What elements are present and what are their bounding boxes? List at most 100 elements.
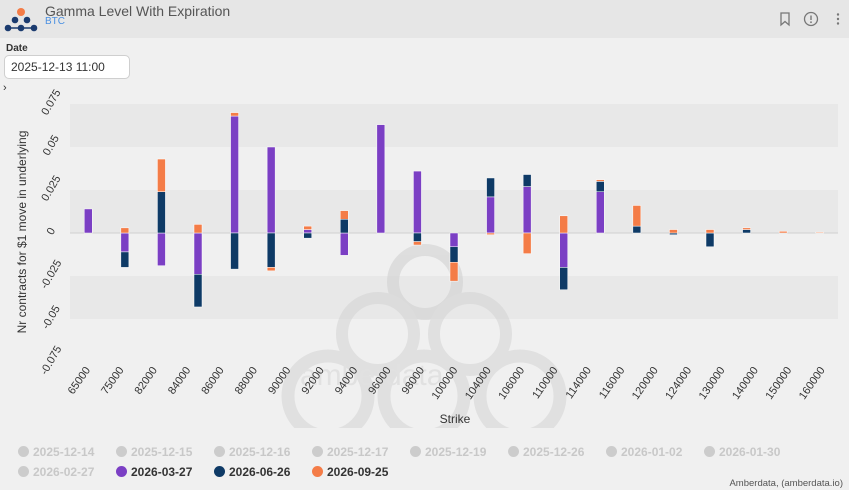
bar-2026-09-25-125000[interactable]: [522, 232, 532, 254]
bar-2026-06-26-90000[interactable]: [266, 232, 276, 268]
legend-label: 2025-12-14: [33, 445, 95, 459]
bar-2026-09-25-95000[interactable]: [303, 225, 312, 230]
legend-dot-icon: [312, 466, 323, 477]
legend-item-2026-06-26[interactable]: 2026-06-26: [214, 465, 290, 479]
legend-label: 2025-12-17: [327, 445, 389, 459]
bar-2026-06-26-110000[interactable]: [413, 232, 422, 242]
legend-dot-icon: [606, 446, 617, 457]
legend-dot-icon: [312, 446, 323, 457]
bar-2026-03-27-120000[interactable]: [486, 196, 495, 234]
legend-label: 2025-12-15: [131, 445, 193, 459]
x-tick-label: 150000: [763, 365, 794, 402]
panel-toggle-chevron-icon[interactable]: ›: [3, 82, 7, 94]
bar-2026-03-27-65000[interactable]: [84, 208, 93, 234]
bar-2026-06-26-150000[interactable]: [705, 232, 715, 248]
bar-2026-09-25-165000[interactable]: [815, 231, 824, 234]
bar-2026-03-27-135000[interactable]: [596, 191, 605, 234]
bar-2026-06-26-130000[interactable]: [559, 267, 568, 291]
bar-2026-06-26-85000[interactable]: [230, 232, 239, 270]
bar-2026-09-25-120000[interactable]: [486, 232, 495, 235]
legend-label: 2025-12-19: [425, 445, 487, 459]
bar-2026-09-25-145000[interactable]: [669, 229, 678, 234]
legend-label: 2026-01-02: [621, 445, 683, 459]
bar-2026-03-27-110000[interactable]: [413, 170, 422, 234]
x-tick-label: 88000: [233, 365, 260, 397]
legend-item-2025-12-19[interactable]: 2025-12-19: [410, 445, 486, 459]
bar-2026-09-25-155000[interactable]: [742, 227, 751, 230]
more-vertical-icon[interactable]: [830, 11, 846, 27]
x-tick-label: 84000: [166, 365, 193, 397]
y-axis-label: Nr contracts for $1 move in underlying: [15, 131, 29, 334]
bar-2026-06-26-95000[interactable]: [303, 232, 312, 239]
panel-header: Gamma Level With Expiration BTC: [0, 0, 849, 38]
legend-dot-icon: [214, 446, 225, 457]
bar-2026-09-25-160000[interactable]: [778, 231, 788, 234]
bar-2026-09-25-100000[interactable]: [340, 210, 349, 220]
legend-item-2025-12-15[interactable]: 2025-12-15: [116, 445, 192, 459]
bar-2026-06-26-145000[interactable]: [669, 232, 678, 235]
x-axis-label: Strike: [440, 412, 471, 426]
legend-item-2026-03-27[interactable]: 2026-03-27: [116, 465, 192, 479]
bar-2026-06-26-155000[interactable]: [742, 229, 751, 234]
gamma-chart: amberdata 0.075 0.05 0.025 0 -0.025 -0.05 -0.0…: [15, 88, 838, 428]
bar-2026-09-25-130000[interactable]: [559, 215, 568, 234]
bar-2026-03-27-115000[interactable]: [449, 232, 459, 248]
y-tick-label: 0.05: [41, 133, 62, 158]
x-tick-label: 160000: [797, 365, 828, 402]
legend-item-2025-12-17[interactable]: 2025-12-17: [312, 445, 388, 459]
legend-item-2026-02-27[interactable]: 2026-02-27: [18, 465, 94, 479]
bar-2026-09-25-90000[interactable]: [266, 267, 276, 272]
info-icon[interactable]: [803, 11, 819, 27]
bar-2026-03-27-95000[interactable]: [303, 229, 312, 234]
bar-2026-03-27-70000[interactable]: [120, 232, 130, 253]
bar-2026-09-25-140000[interactable]: [632, 205, 642, 227]
bar-2026-06-26-115000[interactable]: [449, 246, 459, 263]
bar-2026-09-25-75000[interactable]: [157, 158, 166, 192]
plot-band: [70, 190, 838, 233]
x-axis: 65000 75000 82000 84000 86000 88000 90000 92000…: [66, 365, 828, 402]
bar-2026-03-27-90000[interactable]: [266, 146, 276, 234]
bar-2026-03-27-105000[interactable]: [376, 124, 386, 234]
legend-item-2026-01-30[interactable]: 2026-01-30: [704, 445, 780, 459]
bar-2026-09-25-115000[interactable]: [449, 261, 459, 282]
credit-text: Amberdata, (amberdata.io): [729, 478, 843, 489]
bar-2026-09-25-135000[interactable]: [596, 179, 605, 182]
bar-2026-03-27-85000[interactable]: [230, 115, 239, 234]
date-input[interactable]: 2025-12-13 11:00: [4, 55, 130, 79]
bar-2026-06-26-80000[interactable]: [193, 274, 203, 308]
x-tick-label: 86000: [199, 365, 226, 397]
bar-2026-06-26-140000[interactable]: [632, 225, 642, 234]
bar-2026-09-25-70000[interactable]: [120, 227, 130, 234]
legend-item-2025-12-14[interactable]: 2025-12-14: [18, 445, 94, 459]
legend-dot-icon: [508, 446, 519, 457]
bar-2026-06-26-125000[interactable]: [522, 174, 532, 187]
bar-2026-09-25-110000[interactable]: [413, 241, 422, 246]
bar-2026-09-25-80000[interactable]: [193, 224, 203, 234]
bar-2026-09-25-150000[interactable]: [705, 229, 715, 234]
bar-2026-06-26-100000[interactable]: [340, 218, 349, 234]
y-axis: 0.075 0.05 0.025 0 -0.025 -0.05 -0.075: [38, 88, 64, 377]
legend-item-2026-01-02[interactable]: 2026-01-02: [606, 445, 682, 459]
legend-dot-icon: [18, 466, 29, 477]
legend-dot-icon: [18, 446, 29, 457]
bar-2026-03-27-100000[interactable]: [340, 232, 349, 256]
legend-dot-icon: [116, 466, 127, 477]
bar-2026-03-27-125000[interactable]: [522, 186, 532, 234]
x-tick-label: 65000: [66, 365, 93, 397]
bar-2026-09-25-85000[interactable]: [230, 112, 239, 117]
legend-item-2025-12-16[interactable]: 2025-12-16: [214, 445, 290, 459]
legend-label: 2026-03-27: [131, 465, 193, 479]
legend-item-2026-09-25[interactable]: 2026-09-25: [312, 465, 388, 479]
bar-2026-03-27-80000[interactable]: [193, 232, 203, 275]
legend-label: 2026-09-25: [327, 465, 389, 479]
x-tick-label: 130000: [697, 365, 728, 402]
bar-2026-06-26-75000[interactable]: [157, 191, 166, 234]
bar-2026-03-27-130000[interactable]: [559, 232, 568, 268]
watermark-text: amberdata: [300, 359, 444, 392]
bar-2026-06-26-120000[interactable]: [486, 177, 495, 198]
bar-2026-06-26-135000[interactable]: [596, 181, 605, 192]
bar-2026-03-27-75000[interactable]: [157, 232, 166, 266]
bar-2026-06-26-70000[interactable]: [120, 251, 130, 268]
legend-item-2025-12-26[interactable]: 2025-12-26: [508, 445, 584, 459]
bookmark-icon[interactable]: [777, 11, 793, 27]
